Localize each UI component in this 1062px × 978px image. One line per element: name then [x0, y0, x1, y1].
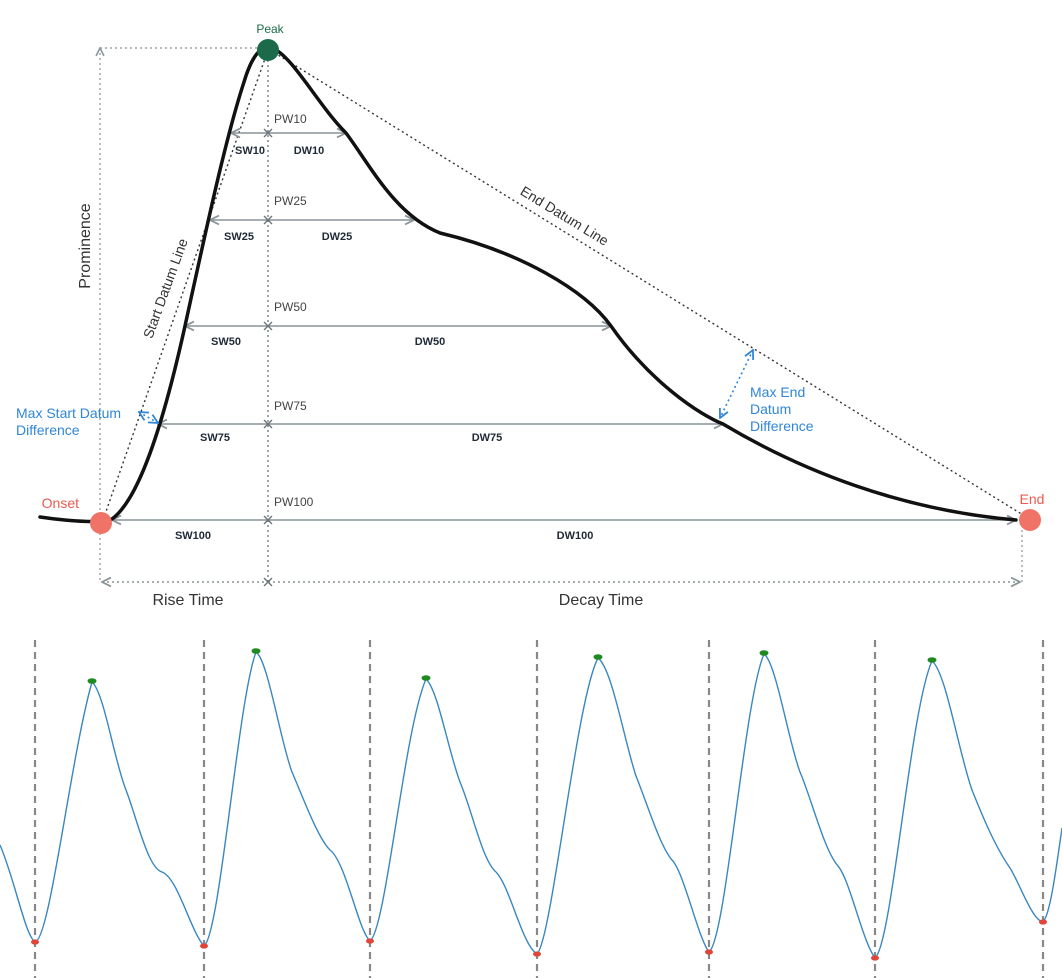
peak-divider-lines: [33, 640, 1045, 978]
trace-peak-marker: [87, 678, 97, 684]
sw25-label: SW25: [224, 231, 254, 243]
end-label: End: [1020, 491, 1045, 507]
end-marker: [1019, 509, 1041, 531]
peak-anatomy-diagram: Peak Onset End Prominence Start Datum Li…: [16, 22, 1044, 609]
peak-marker: [257, 39, 279, 61]
onset-marker: [90, 512, 112, 534]
start-datum-line-label: Start Datum Line: [140, 236, 191, 340]
trace-onset-marker: [1039, 919, 1047, 925]
sw50-label: SW50: [211, 336, 241, 348]
rise-time-label: Rise Time: [152, 592, 223, 609]
dw50-label: DW50: [415, 336, 446, 348]
signal-trace-curve: [0, 650, 1062, 959]
trace-onset-marker: [533, 951, 541, 957]
trace-peak-marker: [927, 657, 937, 663]
start-datum-line: [102, 49, 269, 521]
center-cross-marks: [263, 128, 273, 587]
pw25-label: PW25: [274, 194, 307, 208]
decay-time-label: Decay Time: [559, 592, 644, 609]
max-end-datum-difference-label-line1: Max End: [750, 384, 805, 400]
trace-onset-marker: [200, 943, 208, 949]
pw100-label: PW100: [274, 495, 314, 509]
trace-onset-marker: [31, 939, 39, 945]
max-start-datum-difference-label-line2: Difference: [16, 422, 80, 438]
max-start-datum-difference-arrow: [139, 412, 158, 423]
max-start-datum-difference-label-line1: Max Start Datum: [16, 405, 121, 421]
dw10-label: DW10: [294, 145, 325, 157]
trace-peak-marker: [421, 675, 431, 681]
trace-peak-marker: [593, 654, 603, 660]
onset-markers: [31, 919, 1047, 961]
peak-label: Peak: [256, 22, 284, 36]
trace-peak-marker: [759, 650, 769, 656]
onset-label: Onset: [42, 495, 79, 511]
width-measure-arrows: [102, 133, 1020, 582]
signal-trace-panel: [0, 640, 1062, 978]
trace-onset-marker: [871, 955, 879, 961]
peak-markers: [87, 648, 937, 684]
sw75-label: SW75: [200, 432, 230, 444]
peak-waveform-curve: [38, 45, 1018, 524]
trace-peak-marker: [251, 648, 261, 654]
end-datum-line-label: End Datum Line: [518, 183, 612, 249]
pw75-label: PW75: [274, 399, 307, 413]
trace-onset-marker: [366, 938, 374, 944]
dw75-label: DW75: [472, 432, 503, 444]
dw25-label: DW25: [322, 231, 353, 243]
prominence-label: Prominence: [77, 203, 94, 288]
max-end-datum-difference-label-line2: Datum: [750, 401, 791, 417]
max-end-datum-difference-arrow: [720, 350, 753, 418]
sw10-label: SW10: [235, 145, 265, 157]
pw10-label: PW10: [274, 112, 307, 126]
sw100-label: SW100: [175, 530, 211, 542]
dw100-label: DW100: [557, 530, 594, 542]
max-end-datum-difference-label-line3: Difference: [750, 418, 814, 434]
end-datum-line: [269, 49, 1029, 519]
pw50-label: PW50: [274, 300, 307, 314]
trace-onset-marker: [705, 949, 713, 955]
